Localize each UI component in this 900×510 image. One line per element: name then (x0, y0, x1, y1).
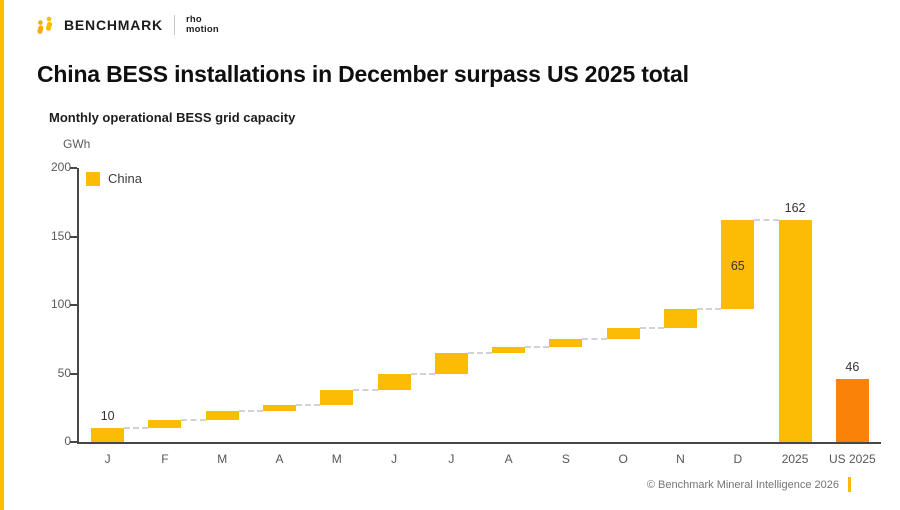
bar-J (91, 428, 125, 442)
x-label-J: J (391, 452, 398, 466)
y-tick-mark-0 (70, 441, 77, 443)
partner-line1: rho (185, 14, 202, 25)
x-label-2025: 2025 (781, 452, 809, 466)
y-tick-mark-150 (70, 235, 77, 238)
bar-US 2025 (835, 378, 869, 442)
x-label-D: D (733, 452, 743, 466)
bar-J (434, 352, 468, 374)
logo-divider (173, 15, 175, 36)
x-label-US 2025: US 2025 (828, 452, 876, 466)
benchmark-logo-icon (36, 16, 58, 35)
connector-J (124, 427, 149, 430)
connector-A (296, 404, 321, 407)
footer-accent-tick (848, 477, 851, 492)
x-label-O: O (618, 452, 628, 466)
header-logo: BENCHMARK rho motion (36, 14, 219, 36)
bar-O (606, 328, 640, 340)
connector-F (181, 419, 206, 422)
x-label-F: F (161, 452, 169, 466)
brand-name: BENCHMARK (64, 17, 163, 34)
value-label-US 2025: 46 (845, 359, 860, 374)
bar-2025 (778, 220, 812, 442)
page-title: China BESS installations in December sur… (37, 61, 689, 87)
y-tick-label-200: 200 (50, 160, 71, 174)
bar-J (377, 373, 411, 390)
x-label-S: S (561, 452, 570, 466)
value-label-J: 10 (100, 409, 115, 424)
footer: © Benchmark Mineral Intelligence 2026 (647, 477, 851, 492)
connector-N (697, 308, 722, 311)
y-axis-unit: GWh (63, 137, 91, 151)
value-label-D: 65 (730, 258, 745, 273)
legend-swatch-china (86, 171, 100, 186)
value-label-2025: 162 (784, 201, 806, 216)
bar-A (492, 347, 526, 353)
x-label-A: A (504, 452, 513, 466)
bar-F (148, 420, 182, 429)
connector-S (582, 338, 607, 341)
y-tick-mark-200 (70, 167, 77, 169)
legend: China (86, 171, 142, 186)
connector-M (238, 409, 263, 412)
connector-A (525, 346, 550, 349)
y-tick-label-0: 0 (64, 434, 71, 448)
x-label-M: M (331, 452, 342, 466)
connector-D (754, 219, 779, 222)
bar-M (320, 389, 354, 406)
legend-label: China (108, 171, 142, 186)
left-accent-stripe (0, 0, 4, 510)
chart-subtitle: Monthly operational BESS grid capacity (49, 110, 296, 125)
bar-M (205, 410, 239, 421)
y-tick-label-100: 100 (50, 297, 71, 311)
x-label-M: M (217, 452, 228, 466)
bar-A (263, 405, 296, 411)
copyright-text: © Benchmark Mineral Intelligence 2026 (646, 478, 839, 491)
connector-O (639, 327, 664, 330)
partner-line2: motion (185, 24, 219, 36)
connector-M (353, 388, 378, 391)
x-label-A: A (275, 452, 284, 466)
connector-J (467, 351, 493, 354)
connector-J (410, 372, 435, 375)
y-tick-mark-100 (70, 304, 77, 306)
x-label-J: J (448, 452, 455, 466)
x-label-J: J (104, 452, 111, 466)
partner-logo: rho motion (185, 14, 219, 36)
y-tick-label-150: 150 (50, 228, 71, 243)
plot-area: China 0 50 100 150 200 J 10 F M A M J J A S O N D 65 2025 16… (51, 160, 881, 466)
y-tick-label-50: 50 (57, 365, 71, 380)
bar-N (664, 309, 697, 329)
x-label-N: N (676, 452, 685, 466)
bar-D (721, 220, 755, 310)
bar-S (549, 339, 583, 348)
y-tick-mark-50 (70, 372, 77, 375)
